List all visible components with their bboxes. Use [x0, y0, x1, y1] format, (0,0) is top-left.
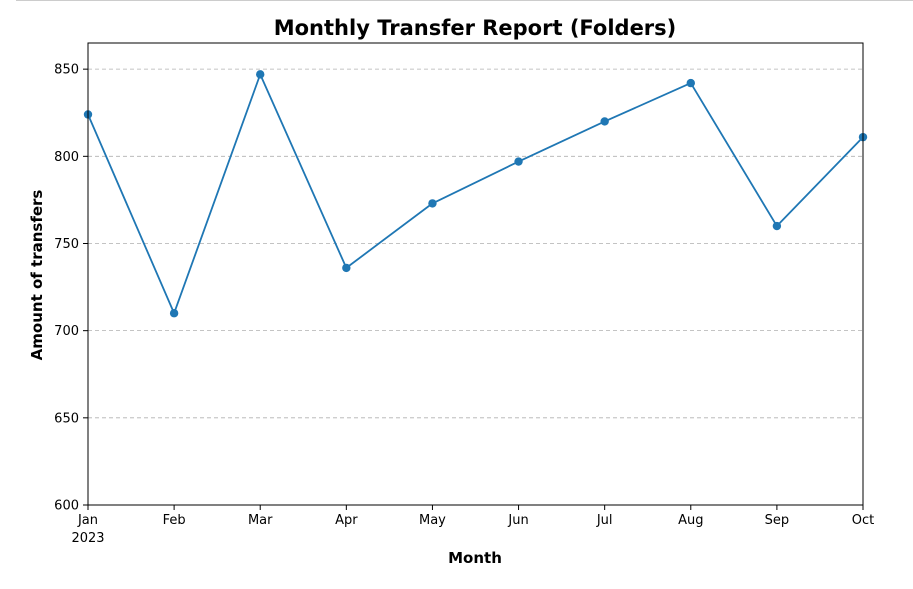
- x-tick-label: May: [419, 513, 446, 528]
- data-point: [169, 309, 179, 318]
- x-tick-label: Jun: [507, 513, 528, 528]
- x-tick-label: Apr: [335, 513, 358, 528]
- data-point: [342, 263, 351, 273]
- x-tick-label: Feb: [163, 513, 186, 528]
- chart-title: Monthly Transfer Report (Folders): [274, 16, 677, 40]
- y-tick-label: 850: [54, 63, 79, 78]
- x-tick-label: Aug: [678, 513, 703, 528]
- y-tick-label: 650: [54, 411, 79, 426]
- data-point: [428, 199, 437, 208]
- data-point: [772, 221, 782, 231]
- data-point: [686, 78, 695, 88]
- x-tick-label: Oct: [852, 513, 874, 528]
- axes: 600 650 700 750 800 850 Jan Feb Mar Apr May Jun Jul A…: [54, 63, 874, 546]
- grid-lines: [88, 68, 863, 419]
- x-tick-label: Jan: [77, 513, 98, 528]
- x-tick-label: Sep: [765, 513, 790, 528]
- data-point: [600, 117, 609, 126]
- x-axis-label: Month: [448, 549, 502, 567]
- top-rule: [16, 0, 913, 1]
- y-tick-label: 700: [54, 324, 79, 339]
- x-tick-label: Jul: [596, 513, 613, 528]
- data-point: [514, 157, 523, 166]
- series-line: [87, 73, 864, 315]
- series-transfers: [83, 70, 868, 318]
- y-axis-label: Amount of transfers: [28, 190, 46, 361]
- x-tick-label: Mar: [248, 513, 273, 528]
- y-tick-label: 800: [54, 150, 79, 165]
- y-tick-label: 750: [54, 237, 79, 252]
- x-tick-year-label: 2023: [71, 531, 104, 546]
- y-tick-label: 600: [54, 499, 79, 514]
- data-point: [256, 70, 265, 79]
- plot-frame: [87, 42, 864, 506]
